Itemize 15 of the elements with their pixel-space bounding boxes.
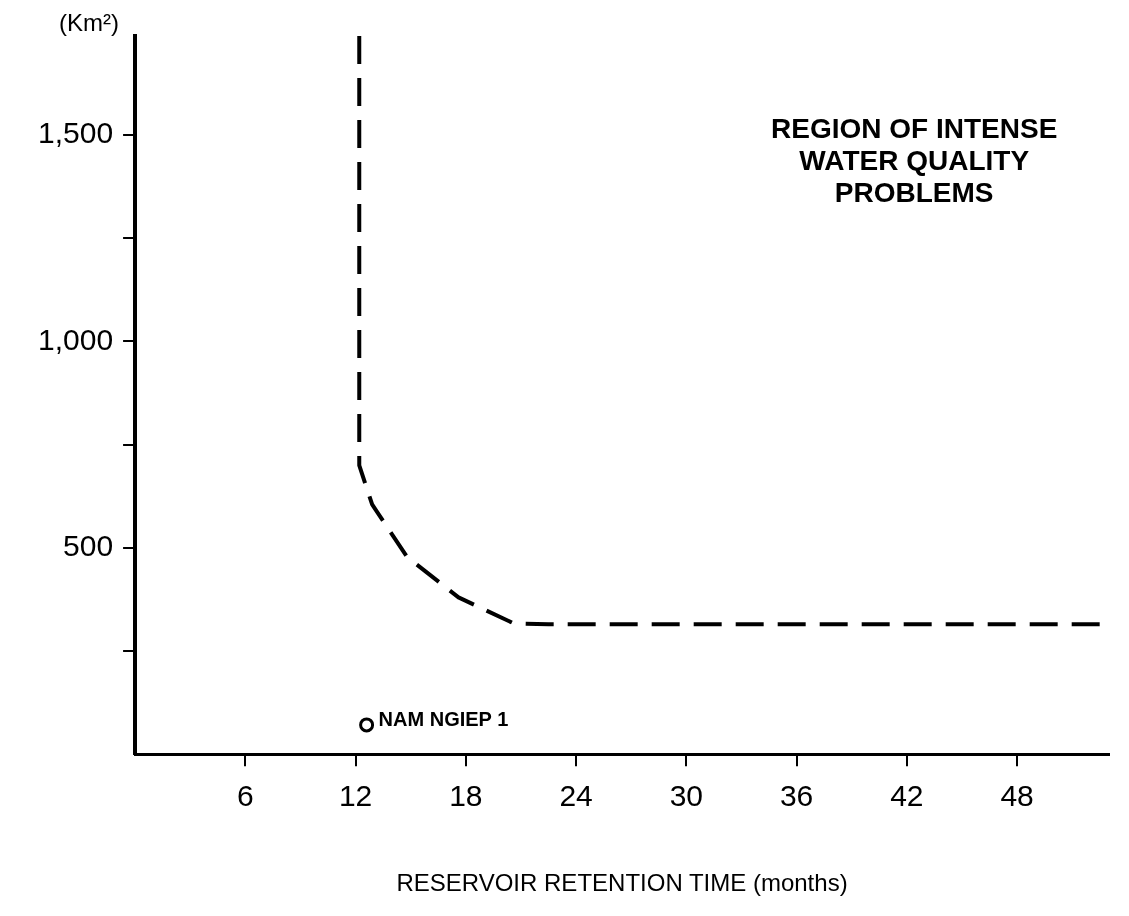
series-label: NAM NGIEP 1 [378,708,509,731]
y-axis-title: (Km²) [59,8,120,36]
y-tick-label: 500 [63,529,114,563]
x-tick-label: 48 [1000,779,1034,813]
x-tick-label: 6 [236,779,254,813]
x-tick-label: 24 [559,779,593,813]
y-tick-label: 1,000 [38,322,114,356]
x-tick-label: 42 [890,779,924,813]
y-tick-label: 1,500 [38,116,114,150]
x-tick-label: 36 [779,779,814,813]
x-tick-label: 30 [669,779,704,813]
annotation: REGION OF INTENSE WATER QUALITY PROBLEMS [771,112,1058,208]
x-axis-title: RESERVOIR RETENTION TIME (months) [396,869,848,897]
x-tick-label: 12 [338,779,373,813]
x-tick-label: 18 [449,779,483,813]
